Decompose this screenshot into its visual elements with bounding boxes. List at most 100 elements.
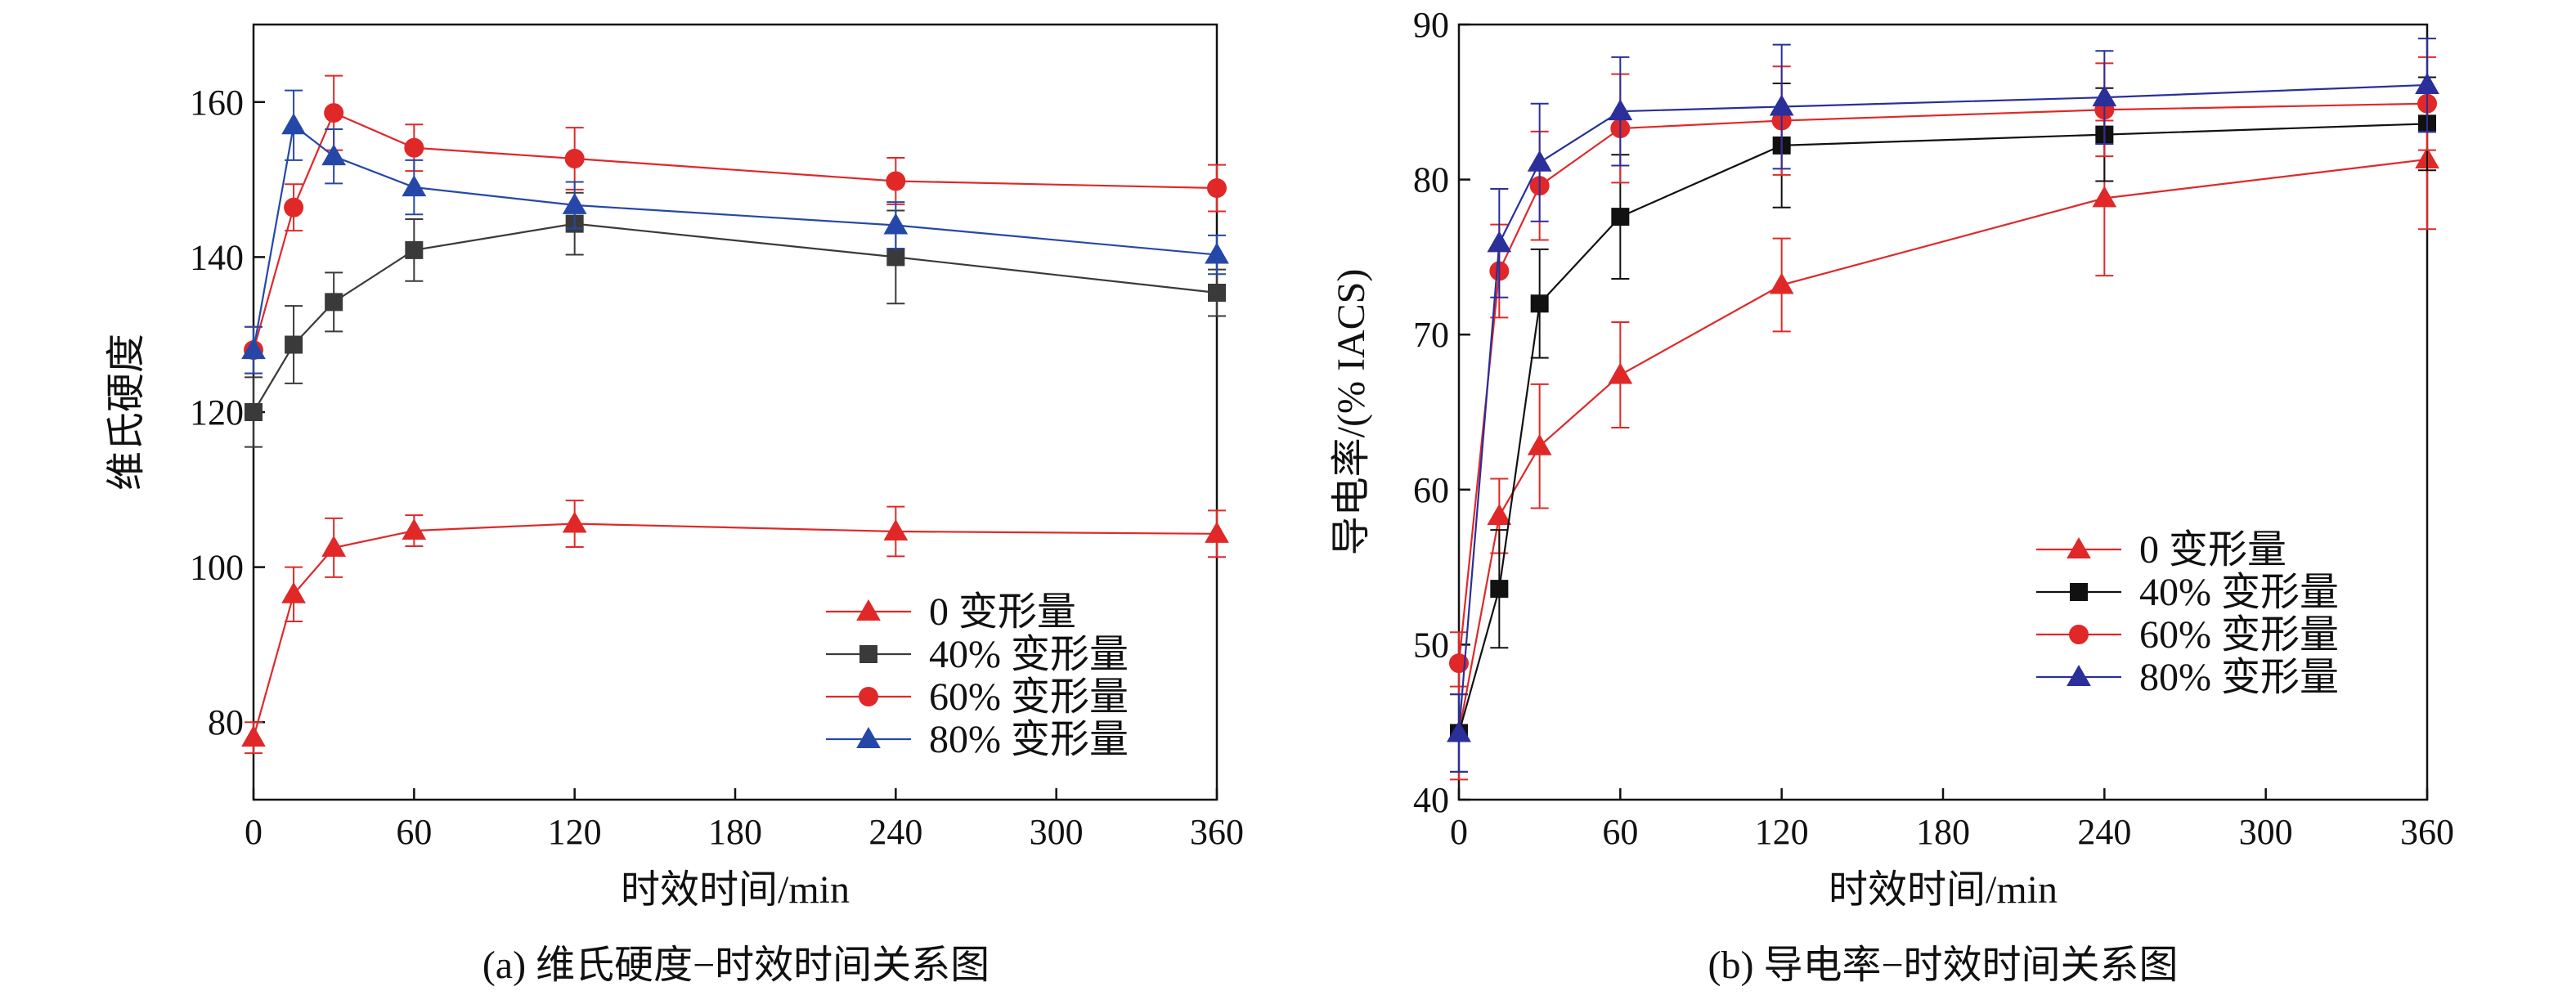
conductivity-legend-entry: 60% 变形量: [2036, 613, 2339, 657]
hardness-caption: (a) 维氏硬度−时效时间关系图: [482, 944, 990, 987]
hardness-data-point: [284, 197, 304, 217]
panel-hardness: 0 60 120 180 240 300 360 80 100 120 140 160 时效时间/min…: [105, 23, 1244, 987]
hardness-data-point: [1205, 521, 1229, 543]
hardness-data-point: [321, 535, 347, 557]
hardness-data-point: [281, 581, 306, 603]
conductivity-x-axis-title: 时效时间/min: [1829, 868, 2058, 912]
conductivity-data-point: [1769, 94, 1794, 116]
hardness-legend-marker: [859, 645, 877, 663]
hardness-x-tick-label: 360: [1190, 812, 1244, 852]
conductivity-series-3: [1447, 38, 2439, 773]
conductivity-y-tick-label: 80: [1413, 160, 1449, 200]
conductivity-x-tick-label: 120: [1755, 812, 1809, 852]
conductivity-legend-entry: 40% 变形量: [2036, 571, 2339, 614]
hardness-legend-marker: [856, 726, 881, 748]
conductivity-y-tick-label: 40: [1413, 780, 1449, 820]
hardness-y-tick-label: 160: [190, 83, 244, 123]
conductivity-caption: (b) 导电率−时效时间关系图: [1708, 944, 2178, 987]
hardness-data-point: [245, 403, 263, 421]
conductivity-data-point: [2415, 72, 2439, 94]
conductivity-legend-entry: 0 变形量: [2036, 528, 2287, 572]
hardness-series-line: [253, 222, 1218, 413]
hardness-series-line: [252, 123, 1218, 351]
conductivity-data-point: [1769, 272, 1794, 294]
conductivity-data-point: [1490, 580, 1509, 599]
conductivity-legend-label: 0 变形量: [2139, 528, 2287, 572]
hardness-legend-marker: [859, 687, 878, 706]
conductivity-legend-marker: [2070, 583, 2088, 601]
hardness-data-point: [886, 248, 905, 267]
conductivity-data-point: [1487, 504, 1512, 526]
conductivity-data-point: [1608, 362, 1633, 384]
conductivity-x-tick-label: 60: [1602, 812, 1638, 852]
conductivity-y-tick-label: 70: [1413, 315, 1449, 355]
conductivity-legend-entry: 80% 变形量: [2036, 656, 2339, 699]
conductivity-legend-label: 40% 变形量: [2139, 571, 2339, 614]
conductivity-data-point: [2092, 85, 2117, 107]
conductivity-data-point: [1527, 433, 1552, 455]
hardness-data-point: [321, 144, 347, 166]
conductivity-legend-label: 60% 变形量: [2139, 613, 2339, 657]
hardness-data-point: [564, 149, 585, 169]
conductivity-data-point: [1530, 294, 1549, 313]
hardness-legend-label: 40% 变形量: [929, 633, 1129, 676]
conductivity-x-tick-label: 180: [1916, 812, 1970, 852]
hardness-y-tick-label: 140: [190, 237, 244, 277]
hardness-data-point: [562, 511, 587, 533]
hardness-y-axis-title: 维氏硬度: [105, 334, 148, 491]
hardness-x-tick-label: 0: [245, 812, 263, 852]
conductivity-legend-label: 80% 变形量: [2139, 656, 2339, 699]
conductivity-legend-marker: [2067, 536, 2091, 558]
hardness-data-point: [562, 192, 587, 214]
hardness-data-point: [886, 171, 906, 191]
hardness-data-point: [281, 113, 306, 135]
hardness-y-tick-label: 80: [208, 702, 244, 742]
conductivity-x-tick-label: 0: [1450, 812, 1468, 852]
conductivity-y-axis-title: 导电率/(% IACS): [1330, 269, 1373, 556]
conductivity-x-tick-label: 300: [2239, 812, 2293, 852]
hardness-x-tick-label: 120: [548, 812, 602, 852]
hardness-data-point: [324, 103, 344, 123]
hardness-legend-entry: 40% 变形量: [826, 633, 1129, 676]
hardness-x-tick-label: 60: [396, 812, 432, 852]
hardness-legend-entry: 60% 变形量: [826, 675, 1129, 719]
hardness-x-axis-title: 时效时间/min: [621, 868, 850, 912]
hardness-data-point: [402, 518, 427, 540]
hardness-series-line: [252, 111, 1218, 351]
hardness-y-tick-label: 120: [190, 392, 244, 433]
hardness-legend-entry: 80% 变形量: [826, 718, 1129, 761]
conductivity-x-tick-label: 240: [2077, 812, 2131, 852]
conductivity-data-point: [1487, 231, 1512, 253]
conductivity-data-point: [1608, 99, 1633, 121]
hardness-data-point: [883, 213, 909, 235]
hardness-x-tick-label: 180: [708, 812, 762, 852]
hardness-series-2: [244, 74, 1227, 374]
conductivity-data-point: [1527, 150, 1552, 172]
hardness-data-point: [1205, 242, 1229, 264]
hardness-series-1: [245, 191, 1226, 448]
hardness-legend-label: 80% 变形量: [929, 718, 1129, 761]
conductivity-x-tick-label: 360: [2400, 812, 2454, 852]
hardness-data-point: [285, 335, 303, 354]
hardness-data-point: [1208, 284, 1226, 303]
hardness-data-point: [325, 293, 343, 312]
hardness-data-point: [241, 338, 266, 360]
hardness-data-point: [241, 725, 266, 747]
hardness-legend-label: 0 变形量: [929, 590, 1076, 634]
hardness-y-tick-label: 100: [190, 548, 244, 588]
conductivity-legend-marker: [2067, 664, 2091, 686]
conductivity-y-tick-label: 90: [1413, 5, 1449, 45]
conductivity-data-point: [2092, 186, 2117, 208]
hardness-data-point: [402, 175, 427, 197]
conductivity-data-point: [1447, 720, 1471, 742]
hardness-legend-marker: [856, 599, 881, 621]
panel-conductivity: 0 60 120 180 240 300 360 40 50 60 70 80 90 时效时间/min 导电…: [1330, 5, 2454, 987]
hardness-data-point: [404, 137, 424, 158]
hardness-legend-label: 60% 变形量: [929, 675, 1129, 719]
hardness-legend-entry: 0 变形量: [826, 590, 1076, 634]
conductivity-legend-marker: [2069, 625, 2089, 644]
hardness-series-3: [241, 89, 1229, 374]
hardness-x-tick-label: 300: [1030, 812, 1084, 852]
